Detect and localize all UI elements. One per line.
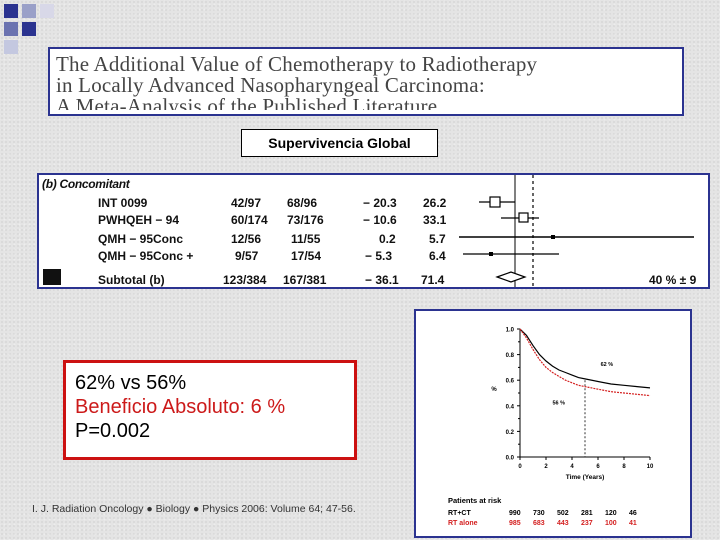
title-line-3: A Meta-Analysis of the Published Literat…: [56, 96, 438, 110]
row-events-ct: 60/174: [231, 213, 268, 227]
row-var: 6.4: [429, 249, 446, 263]
y-tick-label: 1.0: [506, 328, 515, 334]
risk-value: 100: [605, 520, 617, 527]
survival-chart-svg: 0.0 0.2 0.4 0.6 0.8 1.0 0 2 4 6 8 10 Time (Years)% 62…: [491, 328, 654, 482]
row-oe: − 10.6: [363, 213, 397, 227]
risk-value: 443: [557, 520, 569, 527]
series-line: [519, 328, 651, 389]
row-oe: − 20.3: [363, 196, 397, 210]
row-var: 33.1: [423, 213, 447, 227]
corner-square: [4, 40, 18, 54]
paper-title: The Additional Value of Chemotherapy to …: [48, 47, 684, 116]
corner-square: [4, 22, 18, 36]
x-axis-label: Time (Years): [566, 474, 605, 481]
y-tick-label: 0.6: [506, 379, 515, 385]
x-tick-label: 0: [518, 464, 522, 470]
row-name: QMH − 95Conc +: [98, 249, 194, 263]
row-oe: − 5.3: [365, 249, 393, 263]
row-events-rt: 11/55: [291, 232, 321, 246]
estimate-box: [489, 196, 501, 208]
title-line-2: in Locally Advanced Nasopharyngeal Carci…: [56, 73, 485, 97]
survival-chart: 0.0 0.2 0.4 0.6 0.8 1.0 0 2 4 6 8 10 Time (Years)% 62…: [414, 309, 692, 538]
risk-value: 41: [629, 520, 637, 527]
subtotal-events-rt: 167/381: [283, 273, 327, 287]
title-line-1: The Additional Value of Chemotherapy to …: [56, 52, 538, 76]
x-tick-label: 10: [647, 464, 654, 470]
estimate-box: [551, 235, 555, 239]
y-axis-label: %: [491, 387, 497, 393]
subtotal-name: Subtotal (b): [98, 273, 165, 287]
annotation-label: 62 %: [601, 362, 614, 368]
absolute-benefit: Beneficio Absoluto: 6 %: [75, 396, 286, 418]
risk-value: 683: [533, 520, 545, 527]
row-events-rt: 68/96: [287, 196, 318, 210]
heterogeneity: 40 % ± 9: [649, 273, 697, 287]
table-section-label: (b) Concomitant: [42, 177, 130, 191]
y-tick-label: 0.0: [506, 456, 515, 462]
risk-value: 990: [509, 510, 521, 517]
row-events-rt: 17/54: [291, 249, 322, 263]
corner-square: [4, 4, 18, 18]
row-name: QMH − 95Conc: [98, 232, 184, 246]
citation: I. J. Radiation Oncology ● Biology ● Phy…: [32, 503, 356, 515]
risk-value: 502: [557, 510, 569, 517]
x-tick-label: 6: [596, 464, 600, 470]
risk-table: Patients at risk RT+CT 990 730 502 281 120 46 RT…: [416, 311, 690, 536]
corner-decoration: [0, 0, 60, 54]
risk-value: 730: [533, 510, 545, 517]
x-tick-label: 8: [622, 464, 626, 470]
y-tick-label: 0.8: [506, 353, 515, 359]
row-name: PWHQEH − 94: [98, 213, 180, 227]
row-events-ct: 12/56: [231, 232, 262, 246]
annotation-label: 56 %: [553, 401, 566, 407]
row-events-rt: 73/176: [287, 213, 324, 227]
y-tick-label: 0.2: [506, 430, 515, 436]
risk-row-label: RT+CT: [448, 510, 471, 517]
x-tick-label: 4: [570, 464, 574, 470]
forest-plot-graphic: [459, 175, 694, 287]
corner-square: [40, 4, 54, 18]
series-line: [519, 328, 651, 397]
row-var: 26.2: [423, 196, 447, 210]
subtotal-marker: [43, 269, 61, 285]
row-events-ct: 42/97: [231, 196, 262, 210]
subtotal-oe: − 36.1: [365, 273, 399, 287]
risk-value: 120: [605, 510, 617, 517]
subtotal-var: 71.4: [421, 273, 445, 287]
estimate-box: [518, 212, 529, 223]
risk-value: 985: [509, 520, 521, 527]
row-name: INT 0099: [98, 196, 148, 210]
y-tick-label: 0.4: [506, 404, 515, 410]
risk-value: 237: [581, 520, 593, 527]
row-var: 5.7: [429, 232, 446, 246]
x-tick-label: 2: [544, 464, 548, 470]
estimate-box: [489, 252, 493, 256]
survival-comparison: 62% vs 56%: [75, 372, 187, 394]
risk-table-header: Patients at risk: [448, 496, 502, 505]
risk-value: 46: [629, 510, 637, 517]
result-summary: 62% vs 56% Beneficio Absoluto: 6 % P=0.0…: [63, 360, 357, 460]
risk-value: 281: [581, 510, 593, 517]
row-oe: 0.2: [379, 232, 396, 246]
subtotal-events-ct: 123/384: [223, 273, 267, 287]
corner-square: [22, 22, 36, 36]
risk-row-label: RT alone: [448, 520, 478, 527]
subtotal-diamond: [495, 271, 527, 283]
row-events-ct: 9/57: [235, 249, 259, 263]
forest-plot-table: (b) Concomitant INT 0099 42/97 68/96 − 2…: [37, 173, 710, 289]
section-subtitle: Supervivencia Global: [241, 129, 438, 157]
corner-square: [22, 4, 36, 18]
p-value: P=0.002: [75, 420, 151, 442]
